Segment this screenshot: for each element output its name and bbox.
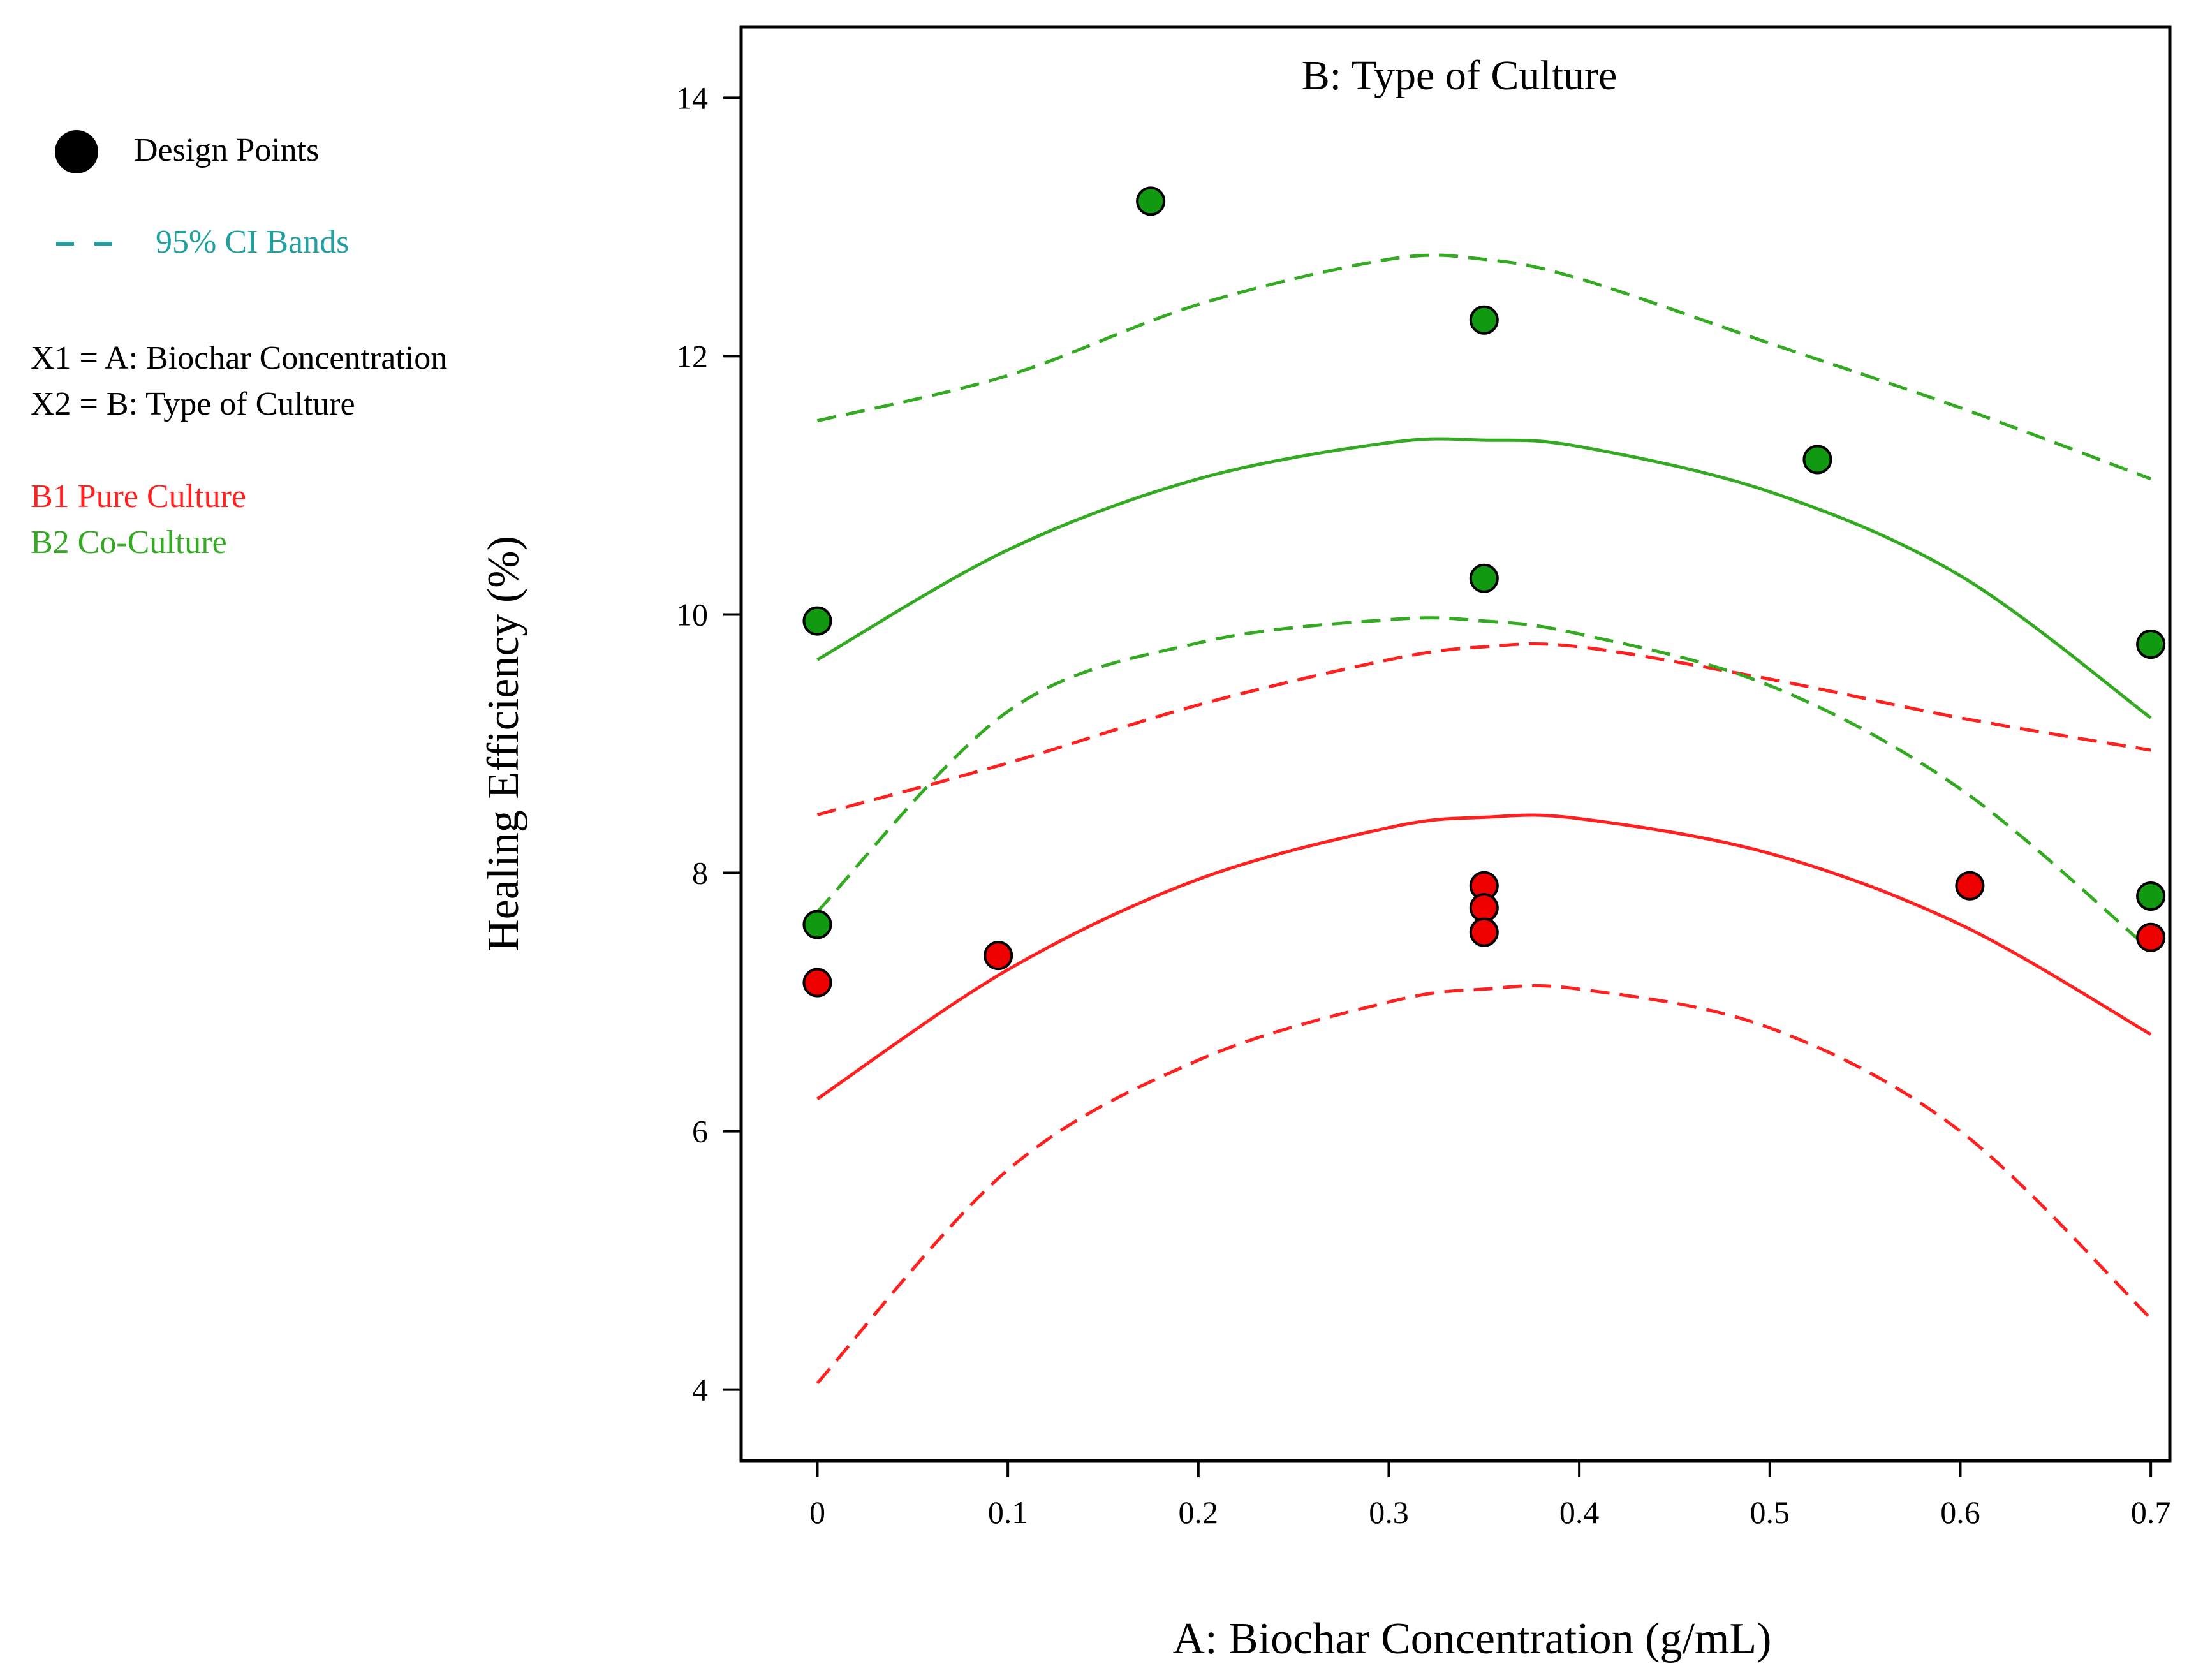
x-axis-label: A: Biochar Concentration (g/mL): [1173, 1614, 1772, 1663]
y-tick-label: 8: [692, 855, 708, 891]
pure-design-point: [2136, 922, 2166, 952]
x-tick-label: 0.7: [2131, 1494, 2171, 1530]
co-design-point: [2136, 630, 2166, 659]
pure-design-point: [802, 968, 832, 998]
design-point-legend-marker: [55, 130, 98, 173]
legend: Design Points 95% CI Bands X1 = A: Bioch…: [31, 130, 447, 561]
y-tick-label: 6: [692, 1114, 708, 1149]
y-tick-label: 14: [676, 80, 708, 115]
b2-co-culture-label: B2 Co-Culture: [31, 524, 227, 561]
pure-design-point: [1955, 871, 1985, 901]
x-tick-label: 0.2: [1179, 1494, 1219, 1530]
b1-pure-culture-label: B1 Pure Culture: [31, 478, 246, 515]
design-points-legend-label: Design Points: [134, 132, 319, 168]
co-ci-band-curve: [816, 253, 2151, 481]
co-design-point: [1136, 186, 1166, 216]
co-design-point: [2136, 881, 2166, 911]
x2-factor-label: X2 = B: Type of Culture: [31, 386, 355, 422]
pure-design-point: [1469, 893, 1499, 923]
x-tick-label: 0.6: [1940, 1494, 1980, 1530]
pure-ci-band-curve: [816, 984, 2152, 1385]
ci-bands-legend-label: 95% CI Bands: [156, 224, 349, 260]
y-axis: 4 6 8 10 12 14: [676, 27, 743, 1461]
pure-design-point: [984, 941, 1013, 971]
x-tick-label: 0.1: [988, 1494, 1028, 1530]
y-axis-label: Healing Efficiency (%): [479, 536, 528, 952]
co-design-point: [1802, 445, 1832, 475]
co-fit-curve: [816, 437, 2152, 719]
co-design-point: [1469, 305, 1499, 335]
x1-factor-label: X1 = A: Biochar Concentration: [31, 340, 447, 376]
y-tick-label: 10: [676, 596, 708, 632]
x-tick-label: 0.5: [1750, 1494, 1790, 1530]
co-design-point: [802, 910, 832, 939]
x-axis: 0 0.1 0.2 0.3 0.4 0.5 0.6 0.7: [741, 1459, 2171, 1530]
chart-title: B: Type of Culture: [1302, 52, 1617, 99]
pure-ci-band-curve: [816, 642, 2151, 816]
y-tick-label: 4: [692, 1372, 708, 1408]
design-points: [802, 186, 2166, 998]
x-tick-label: 0.4: [1559, 1494, 1600, 1530]
co-ci-band-curve: [816, 616, 2152, 952]
fit-curves: [816, 253, 2152, 1385]
co-design-point: [1469, 563, 1499, 593]
x-tick-label: 0: [809, 1494, 825, 1530]
pure-fit-curve: [816, 813, 2152, 1100]
plot-frame: [739, 25, 2172, 1463]
pure-design-point: [1469, 917, 1499, 947]
y-tick-label: 12: [676, 338, 708, 374]
x-tick-label: 0.3: [1369, 1494, 1409, 1530]
co-design-point: [802, 606, 832, 636]
